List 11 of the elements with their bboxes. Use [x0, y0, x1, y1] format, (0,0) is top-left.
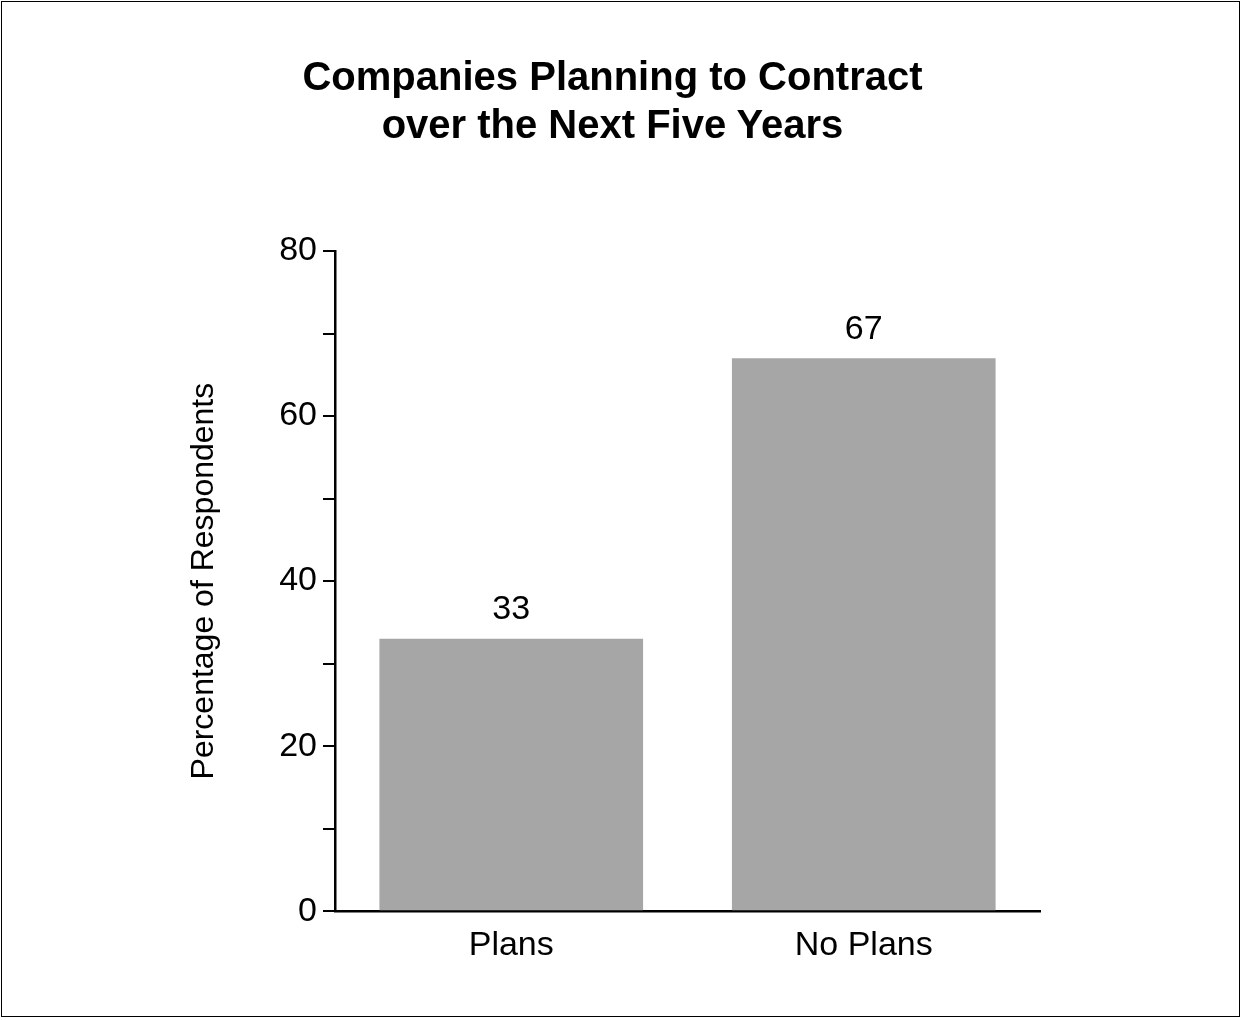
y-tick-label: 60 [279, 394, 317, 433]
x-tick-label: Plans [468, 923, 554, 962]
data-label: 33 [492, 588, 531, 627]
y-tick-label: 40 [279, 559, 317, 598]
y-tick-label: 20 [279, 724, 317, 763]
y-axis-title: Percentage of Respondents [184, 382, 221, 780]
chart-title: Companies Planning to Contract over the Next Five Years [302, 54, 923, 147]
x-tick-label: No Plans [794, 923, 933, 962]
y-tick-label: 80 [279, 229, 317, 268]
data-label: 67 [844, 307, 883, 346]
y-tick-label: 0 [298, 889, 317, 928]
